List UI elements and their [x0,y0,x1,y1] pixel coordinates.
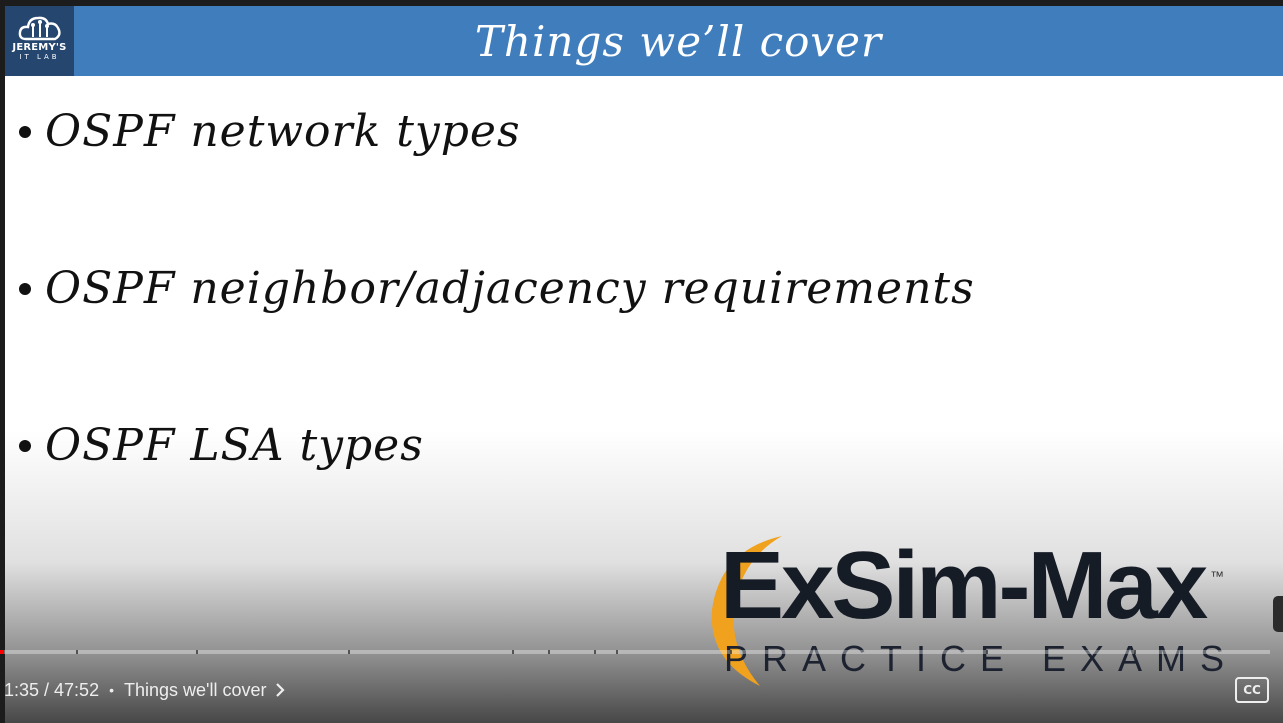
chapter-title-button[interactable]: Things we'll cover [124,679,267,700]
slide-title: Things we’ll cover [474,16,883,66]
chapter-marker [196,650,198,654]
bullet-dot-icon [19,125,31,138]
chapter-marker [512,650,514,654]
progress-bar-played [0,650,5,654]
brand-name: ExSim-Max [720,532,1208,639]
swoosh-icon [711,536,782,686]
brand-subtitle: PRACTICE EXAMS [724,638,1239,679]
chapter-marker [348,650,350,654]
cloud-circuit-icon [18,16,61,41]
chapter-marker [548,650,550,654]
time-display: 1:35 / 47:52 [4,679,100,700]
chevron-right-icon[interactable] [275,682,285,698]
captions-button[interactable]: CC [1235,677,1269,703]
top-frame-edge [0,0,1283,6]
bullet-dot-icon [19,282,31,295]
logo-subtitle: IT LAB [19,53,60,61]
chapter-separator: • [109,682,114,698]
chapter-marker [986,650,988,654]
progress-bar[interactable] [0,650,1270,654]
chapter-marker [76,650,78,654]
exsim-max-logo: ExSim-Max ™ PRACTICE EXAMS [700,530,1240,690]
chapter-marker [616,650,618,654]
bullet-text: OSPF network types [45,106,521,157]
trademark-mark: ™ [1210,568,1224,584]
chapter-marker [730,650,732,654]
bullet-item: OSPF neighbor/adjacency requirements [19,263,975,314]
chapter-marker [594,650,596,654]
bullet-item: OSPF network types [19,106,521,157]
side-panel-handle[interactable] [1273,596,1283,632]
left-frame-edge [0,0,5,723]
player-overlay-gradient [5,430,1283,723]
chapter-marker [1134,650,1136,654]
slide-header: JEREMY'S IT LAB Things we’ll cover [5,6,1283,76]
bullet-text: OSPF neighbor/adjacency requirements [45,263,975,314]
player-time-bar: 1:35 / 47:52 • Things we'll cover [4,678,285,702]
channel-logo: JEREMY'S IT LAB [5,6,74,76]
logo-name: JEREMY'S [12,42,67,53]
